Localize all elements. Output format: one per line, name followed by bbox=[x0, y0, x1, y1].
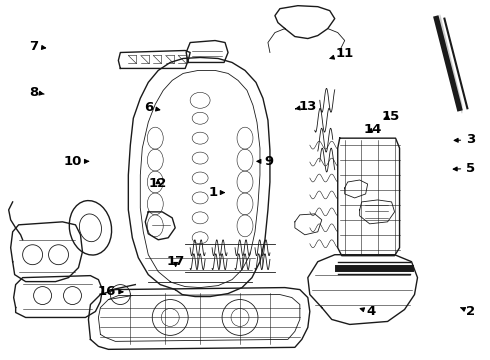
Text: 8: 8 bbox=[29, 86, 44, 99]
Text: 10: 10 bbox=[64, 155, 89, 168]
Text: 7: 7 bbox=[29, 40, 46, 53]
Text: 5: 5 bbox=[453, 162, 475, 175]
Text: 3: 3 bbox=[454, 133, 475, 146]
Text: 11: 11 bbox=[330, 47, 354, 60]
Text: 4: 4 bbox=[360, 306, 376, 319]
Text: 15: 15 bbox=[382, 110, 400, 123]
Text: 1: 1 bbox=[209, 186, 224, 199]
Text: 9: 9 bbox=[257, 155, 273, 168]
Text: 12: 12 bbox=[149, 177, 167, 190]
Text: 6: 6 bbox=[144, 101, 160, 114]
Text: 17: 17 bbox=[167, 255, 185, 268]
Text: 16: 16 bbox=[98, 285, 123, 298]
Text: 2: 2 bbox=[461, 306, 475, 319]
Text: 13: 13 bbox=[295, 100, 317, 113]
Text: 14: 14 bbox=[364, 123, 382, 136]
